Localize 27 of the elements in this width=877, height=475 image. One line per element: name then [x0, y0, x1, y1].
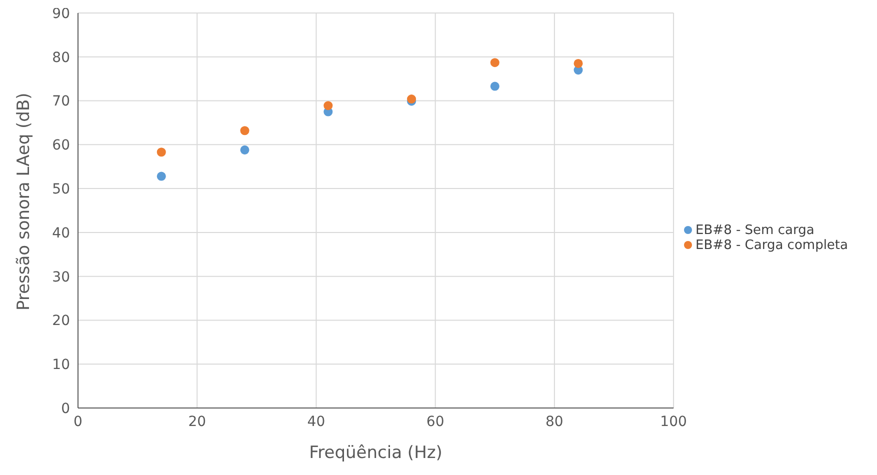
x-tick-label: 60 — [426, 414, 444, 430]
x-tick-label: 20 — [188, 414, 206, 430]
point — [156, 172, 166, 181]
legend-label: EB#8 - Carga completa — [696, 238, 848, 253]
y-tick-label: 70 — [52, 94, 70, 110]
point — [490, 58, 500, 68]
x-tick-label: 40 — [307, 414, 326, 430]
y-tick-label: 10 — [52, 357, 70, 374]
x-tick-label: 100 — [660, 414, 687, 430]
legend-label: EB#8 - Sem carga — [696, 223, 814, 238]
point — [240, 145, 250, 154]
y-tick-label: 60 — [52, 138, 70, 154]
point — [574, 58, 583, 68]
y-tick-label: 40 — [52, 225, 70, 242]
y-axis-title: Pressão sonora LAeq (dB) — [14, 92, 34, 310]
y-tick-label: 50 — [52, 182, 70, 198]
y-tick-label: 20 — [52, 313, 70, 330]
y-tick-label: 0 — [61, 400, 70, 417]
y-tick-label: 30 — [52, 269, 70, 286]
x-tick-label: 0 — [74, 414, 82, 430]
point — [156, 148, 166, 157]
point — [240, 126, 250, 136]
point — [324, 101, 333, 110]
y-tick-label: 80 — [52, 50, 70, 66]
x-tick-label: 80 — [546, 414, 564, 430]
x-axis-title: Freqüência (Hz) — [309, 443, 442, 463]
point — [490, 82, 500, 91]
